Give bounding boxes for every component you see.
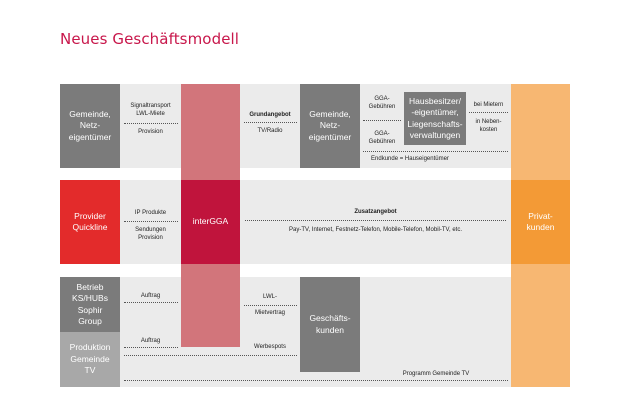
auftrag-label-1: Auftrag bbox=[140, 293, 161, 299]
zusatzangebot-label: Zusatzangebot bbox=[354, 209, 397, 215]
signaltransport-divider bbox=[124, 123, 178, 124]
ip-produkte-divider bbox=[124, 221, 178, 222]
gga-gebuehren-label-1: GGA- Gebühren bbox=[368, 96, 396, 110]
bei-mietern-divider bbox=[469, 112, 508, 113]
programm-gemeinde-tv-label: Programm Gemeinde TV bbox=[402, 371, 470, 377]
grundangebot-label: Grundangebot bbox=[249, 112, 291, 118]
provision-label: Provision bbox=[138, 129, 163, 135]
lwl-divider bbox=[244, 305, 297, 306]
gga-gebuehren-divider bbox=[363, 120, 401, 121]
auftrag-divider-1 bbox=[124, 302, 178, 303]
werbespots-label: Werbespots bbox=[254, 344, 286, 350]
lwl-label: LWL- bbox=[263, 294, 277, 300]
ip-produkte-label: IP Produkte bbox=[134, 210, 167, 216]
grundangebot-divider bbox=[244, 122, 297, 123]
page-title: Neues Geschäftsmodell bbox=[60, 30, 240, 48]
betrieb-box: Betrieb KS/HUBs Sophir Group bbox=[60, 277, 120, 332]
privatkunden-box: Privat- kunden bbox=[511, 180, 570, 264]
endkunde-divider bbox=[363, 151, 508, 152]
tv-radio-label: TV/Radio bbox=[257, 128, 283, 134]
intergga-box: interGGA bbox=[181, 180, 240, 264]
mietvertrag-label: Mietvertrag bbox=[254, 310, 285, 316]
hausbesitzer-box: Hausbesitzer/ -eigentümer, Liegenschafts… bbox=[404, 92, 466, 145]
provider-quickline-box: Provider Quickline bbox=[60, 180, 120, 264]
geschaeftskunden-box: Geschäfts- kunden bbox=[300, 277, 360, 372]
endkunde-label: Endkunde = Hauseigentümer bbox=[371, 156, 449, 162]
zusatzangebot-divider bbox=[245, 220, 506, 221]
gemeinde-netzeigentuemer-left-box: Gemeinde, Netz- eigentümer bbox=[60, 84, 120, 168]
band-row-2 bbox=[60, 180, 570, 264]
gemeinde-netzeigentuemer-mid-box: Gemeinde, Netz- eigentümer bbox=[300, 84, 360, 168]
werbespots-divider bbox=[124, 355, 297, 356]
programm-divider bbox=[124, 380, 508, 381]
auftrag-divider-2 bbox=[124, 347, 178, 348]
bei-mietern-label: bei Mietern bbox=[473, 102, 504, 108]
sendungen-provision-label: Sendungen Provision bbox=[135, 227, 166, 241]
signaltransport-label: Signaltransport LWL-Miete bbox=[130, 103, 171, 117]
in-nebenkosten-label: in Neben- kosten bbox=[475, 119, 502, 133]
gga-gebuehren-label-2: GGA- Gebühren bbox=[368, 131, 396, 145]
zusatzangebot-list-label: Pay-TV, Internet, Festnetz-Telefon, Mobi… bbox=[289, 227, 462, 233]
auftrag-label-2: Auftrag bbox=[140, 338, 161, 344]
produktion-gemeinde-tv-box: Produktion Gemeinde TV bbox=[60, 332, 120, 387]
